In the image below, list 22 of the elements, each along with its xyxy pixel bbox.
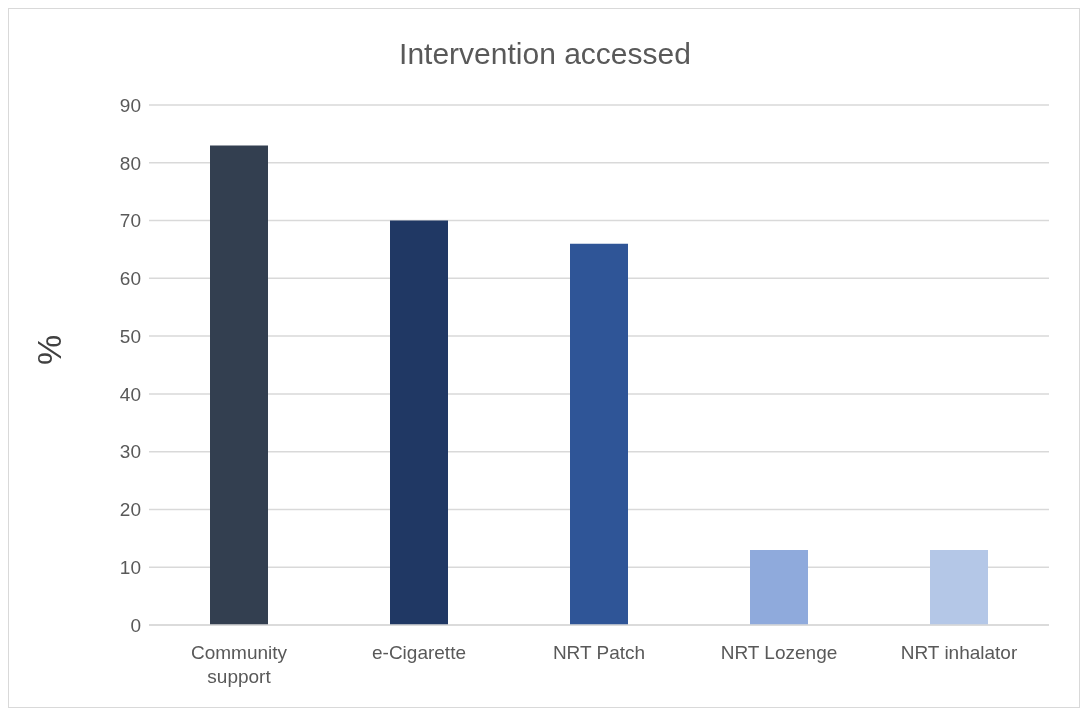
y-tick-label: 90	[119, 94, 141, 116]
y-tick-label: 30	[119, 441, 141, 463]
y-tick-label: 50	[119, 325, 141, 347]
y-tick-label: 10	[119, 556, 141, 578]
bar	[570, 243, 628, 625]
y-tick-label: 80	[119, 152, 141, 174]
y-tick-label: 70	[119, 210, 141, 232]
x-tick-label: Community support	[190, 642, 288, 687]
y-tick-label: 0	[130, 614, 141, 636]
chart-title: Intervention accessed	[398, 37, 692, 71]
y-tick-label: 60	[119, 268, 141, 290]
y-axis-title: %	[30, 334, 69, 365]
x-tick-label: NRT inhalator	[900, 642, 1018, 663]
x-tick-label: NRT Lozenge	[720, 642, 838, 663]
bar	[930, 549, 988, 625]
y-tick-label: 40	[119, 383, 141, 405]
y-tick-label: 20	[119, 499, 141, 521]
bar	[390, 220, 448, 625]
bar	[210, 145, 268, 625]
bar	[750, 549, 808, 625]
x-tick-label: NRT Patch	[552, 642, 646, 663]
x-tick-label: e-Cigarette	[372, 642, 466, 663]
